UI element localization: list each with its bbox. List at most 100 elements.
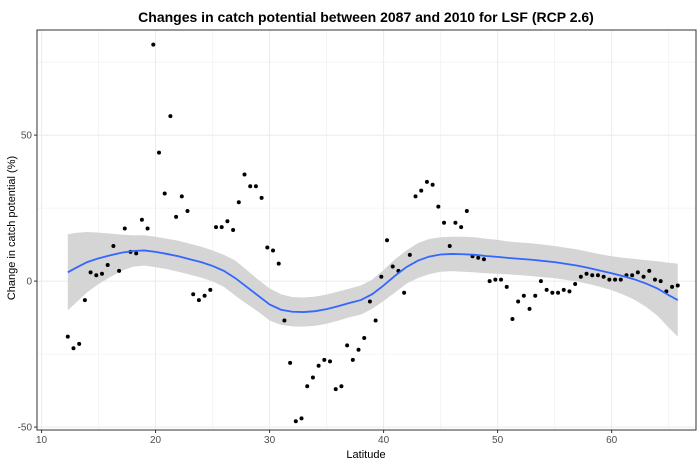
data-point <box>225 219 230 224</box>
data-point <box>219 225 224 230</box>
data-point <box>630 273 635 278</box>
data-point <box>613 277 618 282</box>
data-point <box>94 273 99 278</box>
data-point <box>117 268 122 273</box>
data-point <box>88 270 93 275</box>
data-point <box>322 357 327 362</box>
data-point <box>578 274 583 279</box>
data-point <box>527 306 532 311</box>
data-point <box>476 255 481 260</box>
y-tick-label: 50 <box>21 131 33 142</box>
data-point <box>538 279 543 284</box>
y-axis-title: Change in catch potential (%) <box>6 156 18 300</box>
data-point <box>174 214 179 219</box>
data-point <box>487 279 492 284</box>
data-point <box>362 336 367 341</box>
data-point <box>253 184 258 189</box>
data-point <box>185 209 190 214</box>
data-point <box>356 347 361 352</box>
data-point <box>533 293 538 298</box>
data-point <box>567 289 572 294</box>
data-point <box>379 274 384 279</box>
data-point <box>299 416 304 421</box>
data-point <box>333 387 338 392</box>
data-point <box>77 341 82 346</box>
chart-title: Changes in catch potential between 2087 … <box>138 9 594 25</box>
data-point <box>595 273 600 278</box>
data-point <box>464 209 469 214</box>
data-point <box>310 375 315 380</box>
data-point <box>607 277 612 282</box>
x-tick-label: 20 <box>150 435 162 446</box>
data-point <box>390 264 395 269</box>
data-point <box>658 279 663 284</box>
data-point <box>345 343 350 348</box>
data-point <box>481 257 486 262</box>
data-point <box>385 238 390 243</box>
data-point <box>407 252 412 257</box>
data-point <box>305 384 310 389</box>
data-point <box>71 346 76 351</box>
data-point <box>493 277 498 282</box>
data-point <box>231 228 236 232</box>
data-point <box>122 226 127 231</box>
data-point <box>236 200 241 205</box>
data-point <box>447 244 452 249</box>
data-point <box>544 287 549 292</box>
data-point <box>430 182 435 187</box>
data-point <box>271 248 276 253</box>
data-point <box>202 293 207 298</box>
data-point <box>675 283 680 288</box>
data-point <box>339 384 344 389</box>
x-tick-label: 50 <box>492 435 504 446</box>
data-point <box>499 277 504 282</box>
data-point <box>208 287 213 292</box>
x-axis-title: Latitude <box>346 449 385 461</box>
data-point <box>641 274 646 279</box>
data-point <box>259 195 264 200</box>
data-point <box>328 359 333 364</box>
panel-border <box>36 29 697 431</box>
data-point <box>647 268 652 273</box>
y-tick-label: -50 <box>18 423 33 434</box>
data-point <box>191 292 196 297</box>
data-point <box>550 290 555 295</box>
data-point <box>402 290 407 295</box>
data-point <box>584 271 589 276</box>
data-point <box>316 363 321 368</box>
data-point <box>424 179 429 184</box>
data-point <box>156 150 161 155</box>
data-point <box>179 194 184 199</box>
data-point <box>601 274 606 279</box>
data-point <box>413 194 418 199</box>
data-point <box>196 298 201 303</box>
x-tick-label: 10 <box>36 435 48 446</box>
data-point <box>214 225 219 230</box>
smooth-trend-line <box>67 249 679 313</box>
data-point <box>282 318 287 323</box>
data-point <box>65 334 70 339</box>
data-point <box>635 270 640 275</box>
data-point <box>350 357 355 362</box>
data-point <box>436 204 441 209</box>
data-point <box>248 184 253 189</box>
data-point <box>504 284 509 289</box>
data-point <box>521 293 526 298</box>
data-point <box>516 299 521 304</box>
y-tick-label: 0 <box>26 277 32 288</box>
data-point <box>99 271 104 276</box>
data-point <box>670 284 675 289</box>
x-tick-label: 40 <box>378 435 390 446</box>
data-point <box>373 318 378 323</box>
data-point <box>573 282 578 287</box>
data-point <box>453 220 458 225</box>
data-point <box>265 245 270 250</box>
data-point <box>82 298 87 303</box>
data-point <box>276 261 281 266</box>
x-tick-label: 30 <box>264 435 276 446</box>
data-point <box>145 226 150 231</box>
data-point <box>590 273 595 278</box>
panel-background <box>37 30 696 430</box>
data-point <box>134 251 139 256</box>
data-point <box>510 317 515 322</box>
